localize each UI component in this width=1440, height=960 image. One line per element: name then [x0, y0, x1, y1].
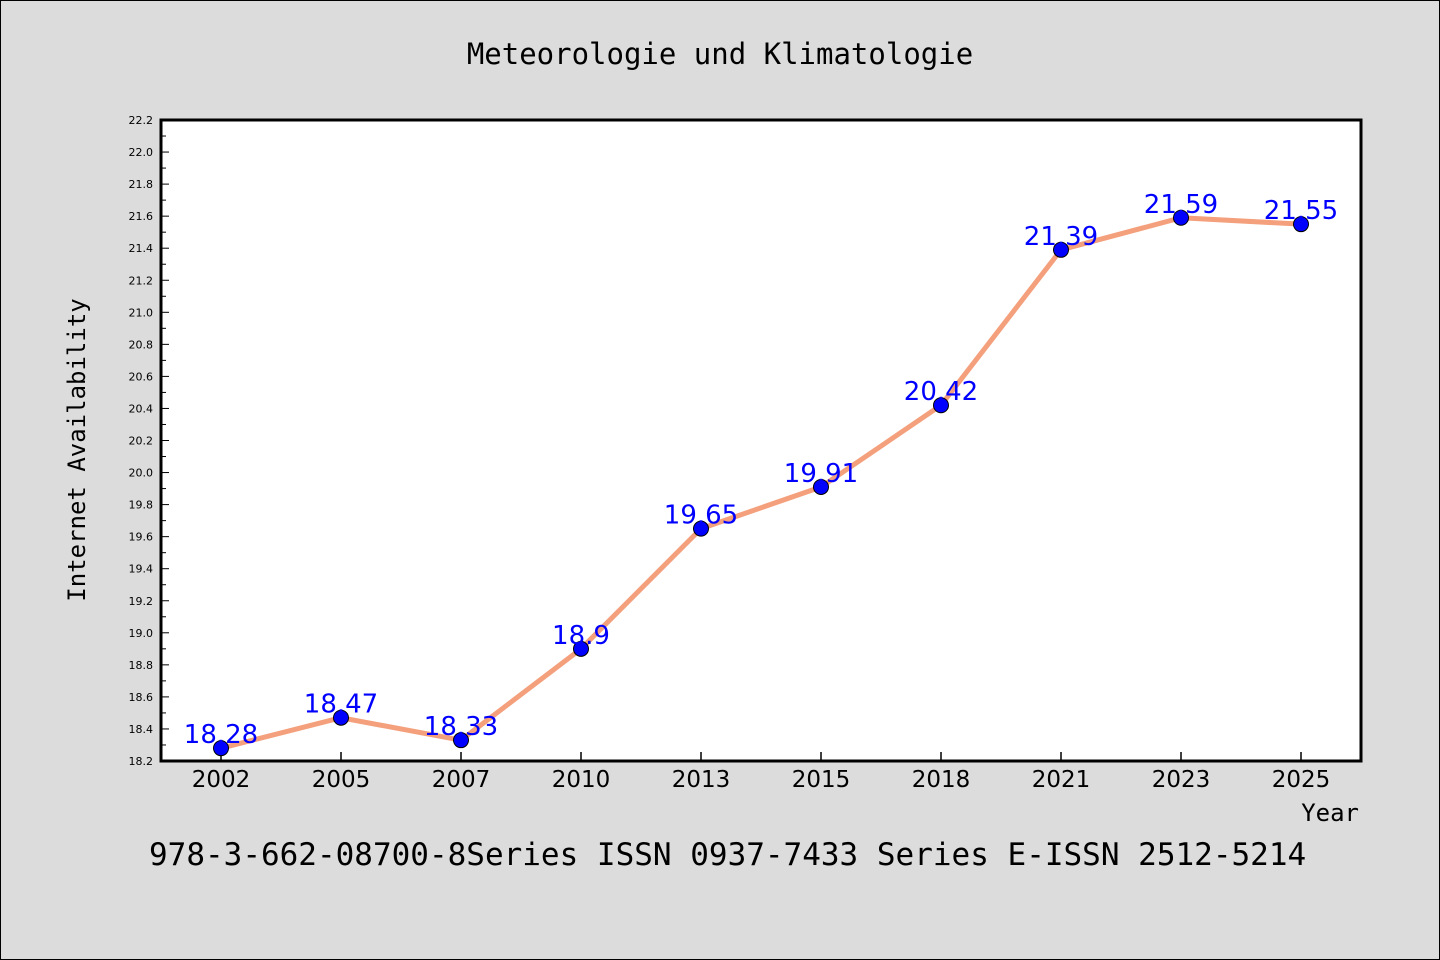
y-tick-label: 18.8 [129, 659, 154, 672]
data-label: 19.91 [784, 459, 858, 489]
x-tick-label: 2007 [432, 767, 491, 793]
data-label: 20.42 [904, 377, 978, 407]
data-point [573, 640, 589, 657]
y-tick-label: 18.6 [129, 691, 154, 704]
data-label: 18.28 [184, 720, 258, 750]
x-axis: 2002 2005 2007 2010 2013 2015 2018 2021 2023 2025 [192, 752, 1331, 793]
y-tick-label: 19.0 [129, 627, 154, 640]
y-tick-label: 21.6 [129, 210, 154, 223]
data-point [1053, 241, 1069, 258]
x-tick-label: 2002 [192, 767, 251, 793]
data-labels: 18.28 18.47 18.33 18.9 19.65 19.91 20.42 21.39 2… [184, 190, 1338, 750]
y-tick-label: 22.0 [129, 146, 154, 159]
y-tick-label: 20.2 [129, 435, 154, 448]
data-label: 18.47 [304, 690, 378, 720]
y-tick-label: 22.2 [129, 114, 154, 127]
y-tick-label: 20.6 [129, 370, 154, 383]
series-line [218, 215, 1304, 751]
y-tick-label: 18.4 [129, 723, 154, 736]
y-tick-label: 19.8 [129, 499, 154, 512]
y-tick-label: 19.2 [129, 595, 154, 608]
data-label: 21.55 [1264, 196, 1338, 226]
data-label: 18.9 [552, 621, 610, 651]
footer-text: 978-3-662-08700-8Series ISSN 0937-7433 S… [149, 837, 1306, 873]
x-tick-label: 2013 [672, 767, 731, 793]
data-label: 19.65 [664, 501, 738, 531]
data-point [1293, 216, 1309, 233]
x-tick-label: 2005 [312, 767, 371, 793]
data-label: 18.33 [424, 712, 498, 742]
y-tick-label: 21.0 [129, 306, 154, 319]
y-tick-label: 21.8 [129, 178, 154, 191]
plot-area [161, 120, 1361, 761]
plot-frame [159, 118, 1363, 763]
y-tick-label: 20.4 [129, 402, 154, 415]
x-tick-label: 2023 [1152, 767, 1211, 793]
y-tick-label: 20.0 [129, 467, 154, 480]
x-axis-label: Year [1301, 799, 1359, 827]
y-axis: 18.2 18.4 18.6 18.8 19.0 19.2 19.4 19.6 19.8 20.0… [129, 114, 169, 768]
data-point [1173, 209, 1189, 226]
x-tick-label: 2025 [1272, 767, 1331, 793]
data-label: 21.39 [1024, 222, 1098, 252]
y-tick-label: 20.8 [129, 338, 154, 351]
x-tick-label: 2018 [912, 767, 971, 793]
data-label: 21.59 [1144, 190, 1218, 220]
data-point [453, 732, 469, 749]
y-tick-label: 18.2 [129, 755, 154, 768]
y-tick-label: 19.4 [129, 563, 154, 576]
x-tick-label: 2010 [552, 767, 611, 793]
y-tick-label: 21.4 [129, 242, 154, 255]
data-point [213, 740, 229, 757]
data-point [813, 478, 829, 495]
y-tick-label: 21.2 [129, 274, 154, 287]
x-tick-label: 2015 [792, 767, 851, 793]
data-point [933, 397, 949, 414]
y-tick-label: 19.6 [129, 531, 154, 544]
chart-title: Meteorologie und Klimatologie [467, 37, 973, 71]
y-axis-label: Internet Availability [63, 298, 91, 601]
data-point [693, 520, 709, 537]
series-markers [213, 209, 1309, 757]
x-tick-label: 2021 [1032, 767, 1091, 793]
data-point [333, 709, 349, 726]
